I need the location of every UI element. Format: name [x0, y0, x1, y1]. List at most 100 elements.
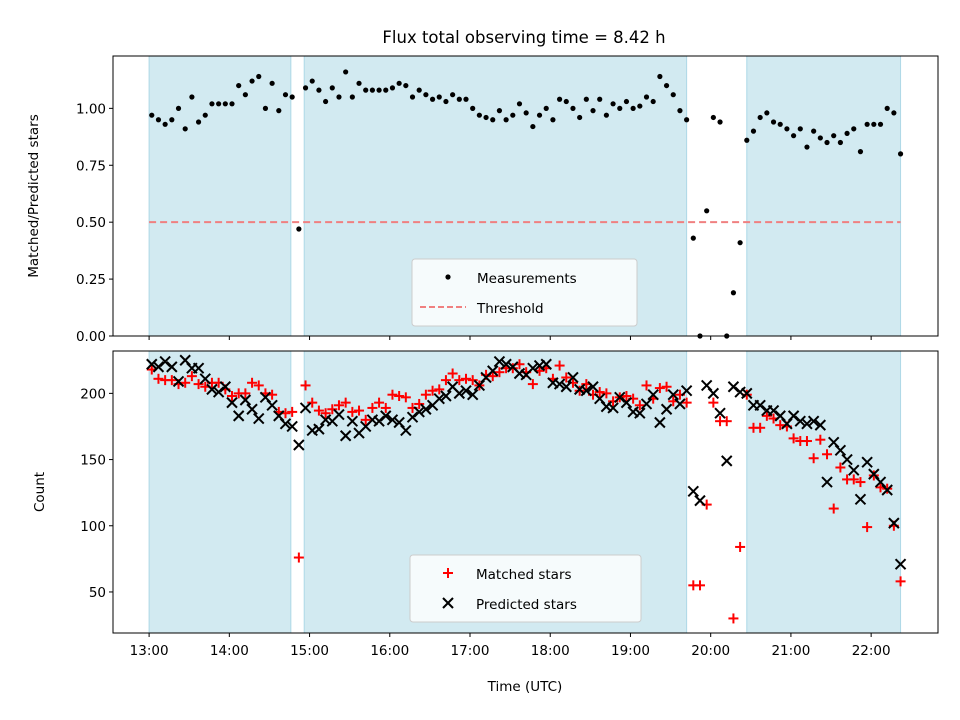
legend-predicted-label: Predicted stars [476, 597, 577, 613]
measurement-point [456, 96, 462, 102]
predicted-star-point [146, 358, 158, 370]
matched-star-point [367, 402, 378, 413]
predicted-star-point [707, 387, 720, 400]
predicted-star-point [246, 403, 258, 415]
measurement-point [282, 92, 289, 98]
top-legend: Measurements Threshold [411, 258, 638, 327]
measurement-point [643, 94, 650, 100]
matched-star-point [654, 383, 665, 394]
measurement-point [510, 112, 516, 118]
measurement-point [757, 114, 763, 121]
matched-star-point [895, 576, 906, 587]
matched-star-point [621, 391, 632, 402]
predicted-star-point [620, 396, 633, 409]
measurement-point [630, 105, 636, 111]
predicted-star-point [433, 392, 445, 405]
predicted-star-point [881, 484, 893, 496]
bottom-y-axis-label: Count [32, 472, 48, 512]
predicted-star-point [807, 415, 820, 427]
predicted-star-point [553, 378, 566, 390]
matched-star-point [293, 552, 304, 563]
bottom-panel: 50 100 150 200 13:00 14:00 15:00 16:00 17:00 18:… [32, 350, 939, 695]
top-y-tick-label: 0.50 [76, 215, 106, 231]
predicted-star-point [172, 375, 185, 388]
matched-star-point [801, 436, 812, 447]
measurement-point [175, 105, 182, 111]
predicted-star-point [848, 464, 860, 476]
x-tick-label: 20:00 [691, 643, 730, 659]
measurement-point [356, 80, 362, 86]
measurement-point [262, 105, 269, 111]
matched-star-point [755, 422, 766, 433]
matched-star-point [487, 371, 498, 382]
measurement-point [236, 82, 242, 89]
measurement-point [436, 94, 442, 100]
predicted-star-point [527, 362, 539, 374]
predicted-star-point [894, 558, 907, 570]
predicted-star-point [386, 414, 399, 426]
bottom-axes-frame [112, 350, 939, 634]
matched-star-point [387, 389, 398, 400]
predicted-star-point [420, 403, 432, 415]
measurement-point [316, 87, 322, 93]
x-tick-label: 16:00 [370, 643, 409, 659]
measurement-point [577, 114, 583, 121]
measurement-point [490, 117, 496, 123]
measurement-point [409, 94, 416, 100]
predicted-star-point [560, 381, 572, 393]
predicted-star-point [232, 410, 245, 422]
measurement-point [817, 135, 823, 141]
legend-matched-marker [443, 568, 453, 578]
x-tick-label: 14:00 [210, 643, 249, 659]
matched-star-point [460, 373, 471, 384]
matched-star-point [300, 380, 311, 391]
legend-threshold-label: Threshold [476, 301, 544, 317]
measurement-point [737, 240, 743, 246]
measurement-point [663, 82, 670, 89]
matched-star-point [527, 379, 538, 390]
matched-star-point [354, 405, 365, 416]
predicted-star-point [694, 494, 706, 507]
matched-star-point [855, 477, 866, 488]
measurement-point [684, 117, 690, 123]
x-axis-label: Time (UTC) [487, 679, 563, 695]
predicted-star-point [400, 424, 412, 437]
matched-star-point [681, 397, 692, 408]
measurement-point [770, 119, 777, 125]
measurement-point [363, 87, 369, 93]
top-y-axis-label: Matched/Predicted stars [26, 114, 42, 277]
measurement-point [396, 80, 402, 86]
legend-measurements-marker [445, 274, 451, 280]
matched-star-point [240, 388, 251, 399]
matched-star-point [287, 406, 298, 417]
predicted-star-point [587, 381, 599, 393]
measurement-point [309, 78, 315, 84]
measurement-point [530, 123, 536, 130]
top-y-tick-label: 0.25 [76, 272, 106, 288]
measurement-point [637, 103, 643, 109]
measurement-point [383, 87, 389, 93]
top-y-tick-label: 1.00 [76, 101, 106, 117]
measurement-point [429, 96, 436, 102]
measurement-point [844, 130, 850, 136]
matched-star-point [400, 392, 411, 403]
predicted-star-point [714, 407, 726, 419]
matched-star-point [708, 397, 719, 408]
predicted-star-point [647, 388, 659, 401]
top-y-ticks: 0.00 0.25 0.50 0.75 1.00 [76, 101, 113, 345]
predicted-star-point [814, 419, 827, 431]
matched-star-point [494, 367, 505, 378]
measurement-point [195, 119, 202, 125]
measurement-point [563, 98, 569, 105]
predicted-star-point [487, 365, 499, 377]
measurement-point [389, 85, 396, 91]
matched-star-point [775, 420, 786, 431]
measurement-point [523, 110, 529, 116]
measurement-point [336, 94, 342, 100]
measurement-point [349, 94, 355, 100]
predicted-star-point [540, 358, 552, 370]
measurement-point [503, 117, 509, 123]
predicted-star-point [460, 385, 472, 397]
matched-star-point [427, 385, 438, 396]
